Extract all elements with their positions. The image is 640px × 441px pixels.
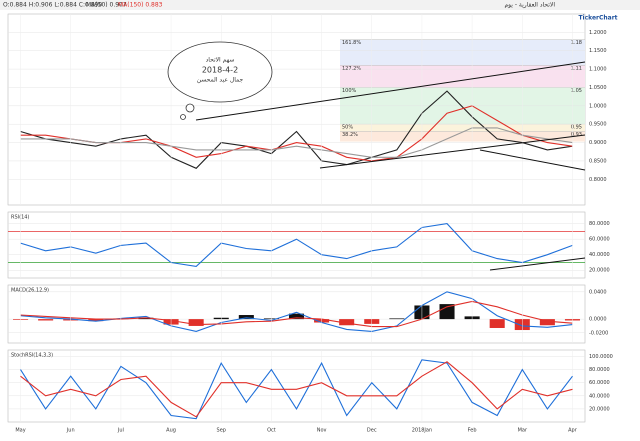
y-tick-label: 0.0400 — [589, 289, 607, 295]
y-tick-label: 1.0000 — [589, 103, 607, 109]
histogram-bar — [238, 315, 254, 320]
series-line — [20, 223, 573, 267]
fib-label: 100% — [342, 88, 357, 94]
series-line — [20, 359, 573, 420]
panel-title: RSI(14) — [11, 215, 29, 221]
y-tick-label: 1.1500 — [589, 48, 607, 54]
histogram-bar — [138, 317, 154, 320]
trend-line — [195, 61, 586, 121]
fib-band — [340, 131, 585, 142]
histogram-bar — [188, 319, 204, 326]
x-tick-label: Dec — [367, 428, 377, 434]
fib-label: 50% — [342, 125, 353, 131]
fib-band — [340, 39, 585, 66]
header-bar — [0, 0, 640, 10]
trend-line — [489, 257, 586, 271]
panel-frame — [7, 284, 586, 344]
fib-price: 0.93 — [571, 132, 582, 138]
y-tick-label: 100.0000 — [589, 354, 613, 360]
panel-title: MACD(26,12,9) — [11, 288, 49, 294]
fib-price: 0.95 — [571, 125, 582, 131]
panel-frame — [7, 211, 586, 279]
series-line — [20, 127, 573, 158]
y-tick-label: 40.0000 — [589, 393, 610, 399]
panel-title: StochRSI(14,3,3) — [11, 353, 53, 359]
x-tick-label: Nov — [317, 428, 327, 434]
y-tick-label: 1.2000 — [589, 30, 607, 36]
x-tick-label: Sep — [217, 428, 226, 434]
histogram-bar — [539, 319, 555, 326]
fib-band — [340, 65, 585, 88]
annotation-line: جمال عبد المحسن — [197, 77, 244, 84]
x-tick-label: 2018Jan — [412, 428, 432, 434]
callout-bubble — [185, 103, 195, 113]
x-tick-label: Jun — [66, 428, 75, 434]
y-tick-label: 1.0500 — [589, 85, 607, 91]
histogram-bar — [439, 304, 455, 320]
y-tick-label: 0.9500 — [589, 122, 607, 128]
y-tick-label: 20.0000 — [589, 406, 610, 412]
fib-label: 38.2% — [342, 132, 358, 138]
panel-frame — [7, 349, 586, 423]
x-tick-label: May — [15, 428, 25, 434]
brand: TickerChart — [578, 15, 617, 22]
y-tick-label: 1.1000 — [589, 67, 607, 73]
y-tick-label: 0.8500 — [589, 158, 607, 164]
y-tick-label: -0.0200 — [589, 330, 608, 336]
callout-cloud — [167, 41, 273, 103]
y-tick-label: 40.0000 — [589, 252, 610, 258]
y-tick-label: 80.0000 — [589, 367, 610, 373]
x-tick-label: Oct — [267, 428, 276, 434]
x-tick-label: Feb — [468, 428, 477, 434]
y-tick-label: 0.9000 — [589, 140, 607, 146]
x-tick-label: Jul — [117, 428, 124, 434]
series-line — [20, 300, 573, 328]
fib-label: 161.8% — [342, 40, 361, 46]
ma1-label: MA(50) 0.907 — [86, 2, 127, 9]
ohlc: O:0.884 H:0.906 L:0.884 C:0.890 — [3, 2, 102, 9]
histogram-bar — [38, 319, 54, 321]
histogram-bar — [88, 319, 104, 322]
histogram-bar — [489, 319, 505, 328]
histogram-bar — [288, 313, 305, 320]
callout-bubble — [180, 114, 186, 120]
symbol: الاتحاد العقارية - يوم — [504, 2, 555, 9]
y-tick-label: 60.0000 — [589, 380, 610, 386]
x-tick-label: Apr — [568, 428, 578, 434]
annotation-line: 2018-4-2 — [202, 66, 238, 75]
x-tick-label: Mar — [518, 428, 528, 434]
ma2-label: MA(150) 0.883 — [118, 2, 163, 9]
y-tick-label: 80.0000 — [589, 221, 610, 227]
fib-band — [340, 124, 585, 132]
fib-price: 1.18 — [571, 40, 582, 46]
series-line — [20, 361, 573, 418]
fib-price: 1.05 — [571, 88, 582, 94]
y-tick-label: 0.0000 — [589, 317, 607, 323]
series-line — [20, 90, 573, 169]
annotation-line: سهم الاتحاد — [206, 57, 235, 64]
y-tick-label: 0.8000 — [589, 177, 607, 183]
y-tick-label: 20.0000 — [589, 268, 610, 274]
trend-line — [319, 134, 586, 169]
histogram-bar — [339, 319, 355, 326]
histogram-bar — [389, 318, 405, 320]
x-tick-label: Aug — [166, 428, 176, 434]
trend-line — [479, 149, 586, 171]
y-tick-label: 60.0000 — [589, 237, 610, 243]
